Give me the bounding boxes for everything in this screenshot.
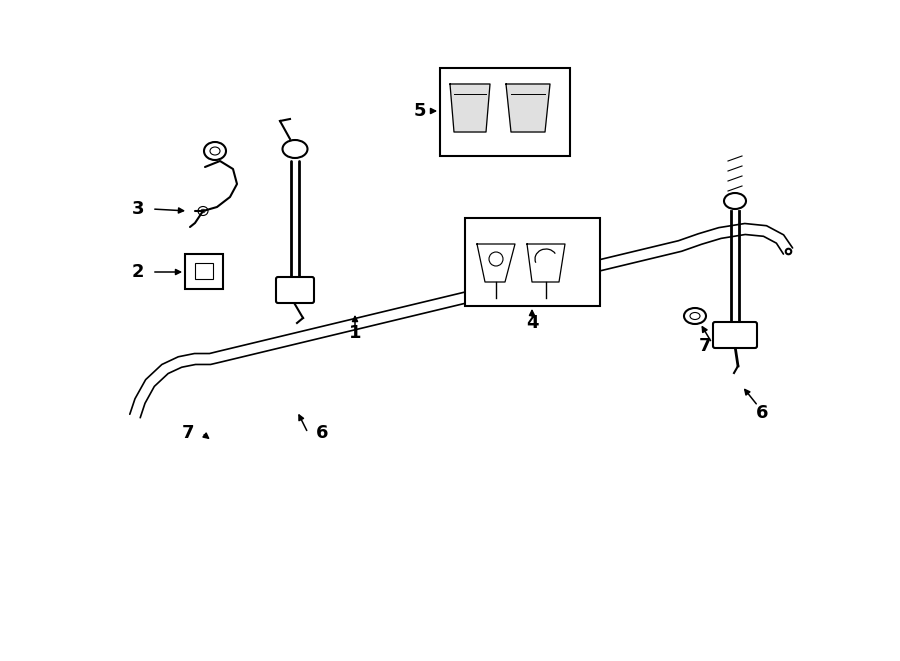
Ellipse shape bbox=[210, 147, 220, 155]
Text: 2: 2 bbox=[131, 263, 144, 281]
Text: 1: 1 bbox=[349, 324, 361, 342]
Bar bbox=[440, 68, 570, 156]
Text: 6: 6 bbox=[316, 424, 328, 442]
FancyBboxPatch shape bbox=[276, 277, 314, 303]
Bar bbox=[185, 254, 223, 289]
FancyBboxPatch shape bbox=[713, 322, 757, 348]
Ellipse shape bbox=[489, 252, 503, 266]
Text: 3: 3 bbox=[131, 200, 144, 218]
Polygon shape bbox=[450, 84, 490, 132]
Bar bbox=[465, 218, 600, 306]
Bar bbox=[195, 263, 213, 279]
Ellipse shape bbox=[724, 193, 746, 209]
Text: 7: 7 bbox=[182, 424, 194, 442]
Ellipse shape bbox=[201, 210, 205, 213]
Text: 5: 5 bbox=[414, 102, 427, 120]
Ellipse shape bbox=[198, 206, 208, 215]
Text: 7: 7 bbox=[698, 337, 711, 355]
Ellipse shape bbox=[283, 140, 308, 158]
Ellipse shape bbox=[204, 142, 226, 160]
Ellipse shape bbox=[684, 308, 706, 324]
Text: 6: 6 bbox=[756, 404, 769, 422]
Text: 4: 4 bbox=[526, 314, 538, 332]
Ellipse shape bbox=[690, 313, 700, 319]
Polygon shape bbox=[506, 84, 550, 132]
